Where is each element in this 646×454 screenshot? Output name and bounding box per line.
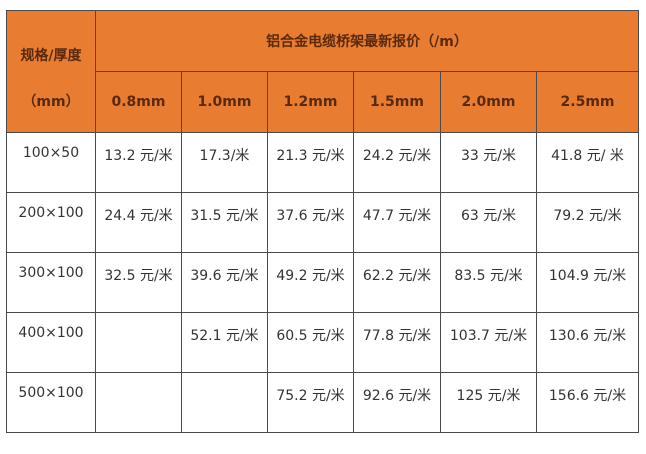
price-cell: 63 元/米 — [440, 192, 537, 253]
price-cell: 41.8 元/ 米 — [535, 132, 640, 193]
price-cell: 75.2 元/米 — [267, 372, 354, 433]
price-cell: 83.5 元/米 — [440, 252, 537, 313]
thickness-header: 0.8mm — [95, 71, 182, 133]
table-title: 铝合金电缆桥架最新报价（/m） — [94, 10, 640, 72]
price-cell: 92.6 元/米 — [353, 372, 441, 433]
table-row: 400×100 52.1 元/米 60.5 元/米 77.8 元/米 103.7 元/米… — [6, 312, 640, 373]
price-cell — [95, 372, 182, 433]
price-cell — [95, 312, 182, 373]
price-cell: 52.1 元/米 — [181, 312, 268, 373]
price-cell: 103.7 元/米 — [440, 312, 537, 373]
size-cell: 400×100 — [6, 312, 96, 373]
price-cell: 125 元/米 — [440, 372, 537, 433]
size-cell: 500×100 — [6, 372, 96, 433]
price-cell: 79.2 元/米 — [535, 192, 640, 253]
price-cell: 62.2 元/米 — [353, 252, 441, 313]
thickness-header: 2.0mm — [440, 71, 537, 133]
table-row: 100×50 13.2 元/米 17.3/米 21.3 元/米 24.2 元/米 33 元… — [6, 132, 640, 193]
price-cell: 104.9 元/米 — [535, 252, 640, 313]
price-cell: 32.5 元/米 — [95, 252, 182, 313]
price-table: 规格/厚度 （mm） 铝合金电缆桥架最新报价（/m） 0.8mm 1.0mm 1.2… — [6, 10, 640, 433]
price-cell: 49.2 元/米 — [267, 252, 354, 313]
price-cell: 17.3/米 — [181, 132, 268, 193]
price-cell: 13.2 元/米 — [95, 132, 182, 193]
spec-header-unit: （mm） — [22, 94, 80, 110]
price-cell: 24.2 元/米 — [353, 132, 441, 193]
price-cell: 60.5 元/米 — [267, 312, 354, 373]
spec-header: 规格/厚度 （mm） — [6, 10, 96, 133]
price-cell: 77.8 元/米 — [353, 312, 441, 373]
thickness-header: 2.5mm — [535, 71, 640, 133]
price-cell: 31.5 元/米 — [181, 192, 268, 253]
price-cell: 37.6 元/米 — [267, 192, 354, 253]
size-cell: 200×100 — [6, 192, 96, 253]
price-cell: 24.4 元/米 — [95, 192, 182, 253]
price-cell — [181, 372, 268, 433]
price-cell: 33 元/米 — [440, 132, 537, 193]
price-cell: 47.7 元/米 — [353, 192, 441, 253]
thickness-header: 1.0mm — [181, 71, 268, 133]
thickness-header: 1.2mm — [267, 71, 354, 133]
price-cell: 156.6 元/米 — [535, 372, 640, 433]
table-row: 200×100 24.4 元/米 31.5 元/米 37.6 元/米 47.7 元/米 6… — [6, 192, 640, 253]
price-cell: 21.3 元/米 — [267, 132, 354, 193]
spec-header-label: 规格/厚度 — [20, 48, 82, 64]
price-cell: 130.6 元/米 — [535, 312, 640, 373]
size-cell: 300×100 — [6, 252, 96, 313]
table-row: 500×100 75.2 元/米 92.6 元/米 125 元/米 156.6 元/米 — [6, 372, 640, 433]
thickness-header: 1.5mm — [353, 71, 441, 133]
table-row: 300×100 32.5 元/米 39.6 元/米 49.2 元/米 62.2 元/米 8… — [6, 252, 640, 313]
size-cell: 100×50 — [6, 132, 96, 193]
price-cell: 39.6 元/米 — [181, 252, 268, 313]
